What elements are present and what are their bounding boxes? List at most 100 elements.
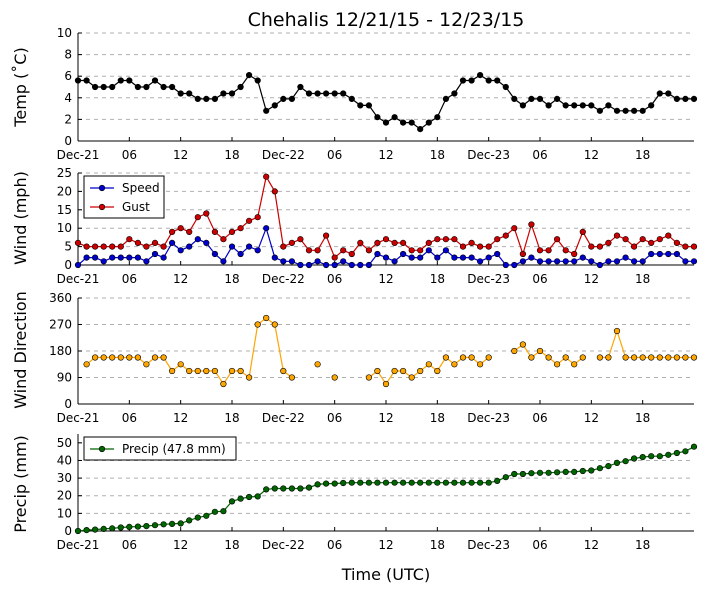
- data-point-speed: [502, 261, 509, 269]
- data-point-speed: [177, 247, 184, 254]
- data-point-temp: [639, 107, 646, 114]
- data-point-speed: [468, 254, 475, 261]
- data-point-precip-47-8-mm: [665, 451, 672, 458]
- data-point-speed: [553, 258, 561, 265]
- data-point-gust: [579, 228, 586, 235]
- data-point-speed: [485, 254, 492, 261]
- data-point-gust: [271, 188, 278, 195]
- data-point-temp: [690, 95, 698, 102]
- data-point-precip-47-8-mm: [391, 479, 398, 486]
- data-point-direction: [134, 354, 141, 361]
- data-point-precip-47-8-mm: [280, 485, 287, 492]
- data-point-gust: [545, 247, 552, 254]
- data-point-precip-47-8-mm: [485, 479, 492, 486]
- data-point-speed: [117, 254, 124, 261]
- x-tick-label-precip: Dec-21: [57, 538, 100, 552]
- x-axis-label: Time (UTC): [341, 565, 430, 584]
- data-point-gust: [485, 243, 492, 250]
- data-point-speed: [417, 254, 424, 261]
- data-point-temp: [143, 83, 150, 91]
- data-point-precip-47-8-mm: [622, 458, 629, 465]
- x-tick-label-precip: 18: [430, 538, 445, 552]
- data-point-gust: [203, 210, 210, 217]
- data-point-precip-47-8-mm: [613, 459, 621, 467]
- data-point-temp: [263, 107, 270, 114]
- data-point-gust: [288, 239, 296, 246]
- data-point-speed: [91, 254, 99, 261]
- data-point-direction: [177, 361, 184, 368]
- data-point-temp: [357, 102, 364, 109]
- data-point-speed: [228, 243, 236, 250]
- data-point-direction: [485, 354, 492, 361]
- data-point-gust: [451, 236, 458, 243]
- data-point-direction: [648, 354, 655, 361]
- data-point-speed: [374, 250, 381, 258]
- data-point-temp: [246, 71, 253, 79]
- data-point-temp: [553, 95, 561, 102]
- legend-label-precip-47-8-mm: Precip (47.8 mm): [122, 442, 226, 456]
- data-point-speed: [656, 250, 663, 258]
- data-point-gust: [254, 214, 261, 221]
- data-point-direction: [220, 380, 227, 388]
- data-point-temp: [331, 90, 338, 97]
- data-point-temp: [519, 102, 527, 109]
- x-tick-label-wind-speed: 06: [122, 272, 137, 286]
- data-point-precip-47-8-mm: [502, 474, 509, 481]
- data-point-precip-47-8-mm: [211, 508, 218, 515]
- data-point-precip-47-8-mm: [126, 523, 133, 531]
- data-point-precip-47-8-mm: [477, 479, 484, 486]
- data-point-speed: [425, 247, 432, 254]
- y-axis-label-wind-speed: Wind (mph): [11, 171, 30, 265]
- data-point-precip-47-8-mm: [357, 479, 364, 486]
- data-point-temp: [682, 95, 689, 102]
- legend-label-gust: Gust: [122, 200, 150, 214]
- data-point-direction: [100, 354, 107, 361]
- data-point-speed: [280, 258, 287, 265]
- data-point-speed: [365, 261, 373, 269]
- data-point-speed: [109, 254, 116, 261]
- data-point-precip-47-8-mm: [143, 522, 150, 530]
- data-point-speed: [305, 261, 313, 269]
- data-point-temp: [434, 114, 441, 121]
- data-point-gust: [425, 239, 432, 246]
- y-axis-label-temp: Temp (˚C): [11, 47, 30, 127]
- y-tick-label-temp: 0: [64, 134, 72, 148]
- data-point-temp: [536, 95, 544, 102]
- data-point-gust: [502, 232, 509, 239]
- data-point-gust: [357, 239, 364, 246]
- data-point-precip-47-8-mm: [656, 453, 663, 460]
- panel-wind-speed: 0 5 10 15 20 25 Dec-21 06 12 18 Dec-22 06 12 18 Dec-23…: [57, 166, 698, 286]
- data-point-direction: [408, 374, 415, 381]
- data-point-direction: [83, 361, 90, 368]
- y-tick-label-wind-direction: 180: [49, 344, 72, 358]
- x-tick-label-wind-speed: 06: [327, 272, 342, 286]
- data-point-direction: [451, 361, 458, 368]
- data-point-temp: [459, 77, 467, 84]
- data-point-direction: [434, 367, 441, 375]
- data-point-temp: [511, 95, 518, 102]
- data-point-gust: [656, 236, 663, 243]
- data-point-temp: [186, 90, 193, 97]
- data-point-gust: [690, 243, 698, 250]
- x-tick-label-wind-direction: 18: [224, 411, 239, 425]
- data-point-gust: [408, 247, 415, 254]
- data-point-speed: [451, 254, 458, 261]
- x-tick-label-temp: Dec-23: [467, 148, 510, 162]
- data-point-precip-47-8-mm: [194, 514, 201, 521]
- x-tick-label-temp: 12: [173, 148, 188, 162]
- data-point-gust: [391, 239, 398, 246]
- x-tick-label-wind-speed: Dec-21: [57, 272, 100, 286]
- data-point-direction: [442, 354, 450, 361]
- data-point-speed: [408, 254, 415, 261]
- data-point-direction: [528, 354, 535, 361]
- data-point-temp: [485, 77, 492, 84]
- data-point-direction: [228, 367, 236, 375]
- data-point-gust: [639, 236, 646, 243]
- data-point-gust: [237, 225, 244, 232]
- legend-marker-precip-47-8-mm: [98, 445, 106, 453]
- data-point-temp: [109, 83, 116, 91]
- data-point-gust: [169, 228, 176, 235]
- data-point-speed: [588, 258, 595, 265]
- data-point-precip-47-8-mm: [451, 479, 458, 486]
